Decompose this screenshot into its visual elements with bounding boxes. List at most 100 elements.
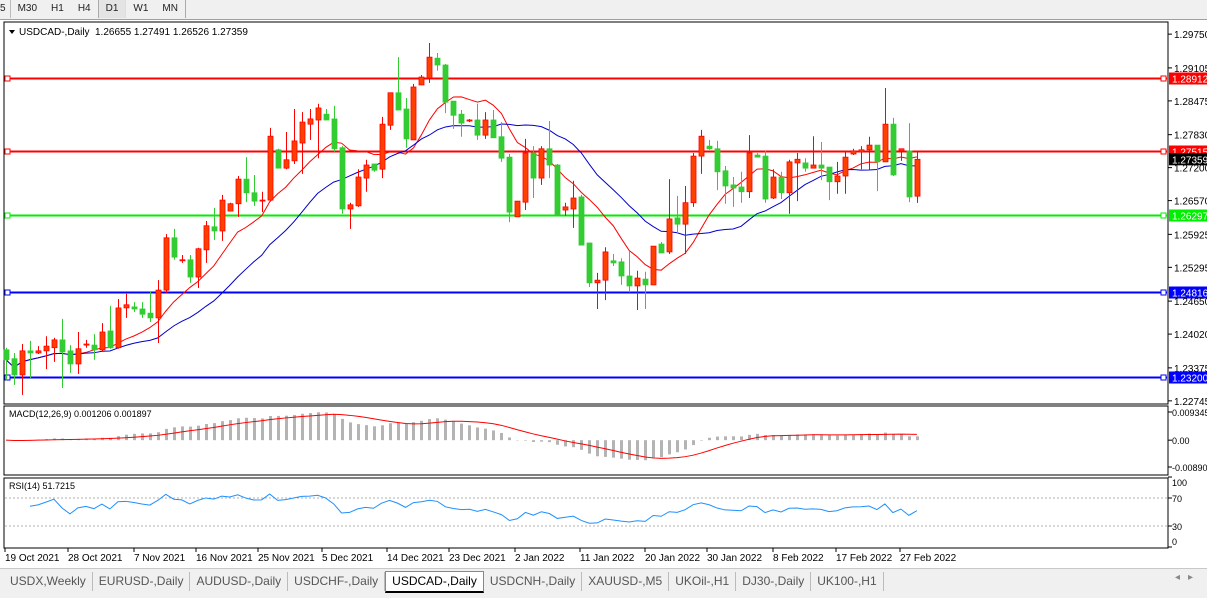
level-handle-right[interactable] bbox=[1160, 289, 1167, 296]
rsi-label: RSI(14) 51.7215 bbox=[9, 481, 75, 491]
chart-tab[interactable]: EURUSD-,Daily bbox=[93, 572, 191, 591]
symbol-label: USDCAD-,Daily bbox=[19, 27, 90, 38]
chart-tab[interactable]: AUDUSD-,Daily bbox=[190, 572, 289, 591]
timeframe-mn[interactable]: MN bbox=[155, 0, 186, 18]
candle-body bbox=[490, 119, 497, 139]
rsi-line bbox=[29, 493, 918, 524]
candle bbox=[602, 247, 609, 301]
candle-body bbox=[291, 140, 298, 162]
candle-body bbox=[714, 148, 721, 173]
candle-body bbox=[810, 164, 817, 169]
price-tick-label: 1.29105 bbox=[1174, 64, 1207, 75]
candle-body bbox=[410, 86, 417, 141]
level-handle-left[interactable] bbox=[4, 148, 11, 155]
candle-body bbox=[498, 136, 505, 159]
scroll-right-icon[interactable]: ▸ bbox=[1187, 572, 1201, 583]
candle-body bbox=[458, 113, 465, 124]
candle-body bbox=[658, 243, 665, 254]
candle bbox=[810, 136, 817, 169]
candle bbox=[722, 166, 729, 204]
chart-tab[interactable]: USDCAD-,Daily bbox=[385, 571, 484, 593]
ohlc-label: 1.26655 1.27491 1.26526 1.27359 bbox=[95, 27, 248, 38]
candle-body bbox=[674, 217, 681, 225]
candle bbox=[850, 148, 857, 156]
candle bbox=[778, 171, 785, 200]
chart-tab[interactable]: UKOil-,H1 bbox=[669, 572, 737, 591]
candle-body bbox=[706, 145, 713, 150]
candle-body bbox=[434, 57, 441, 66]
candle-body bbox=[698, 135, 705, 157]
timeframe-d1[interactable]: D1 bbox=[97, 0, 127, 18]
chart-canvas[interactable]: 1.28912 1.27515 1.26297 1.24816 1.23200 1.29… bbox=[0, 0, 1207, 568]
candle bbox=[99, 323, 106, 352]
candle bbox=[347, 202, 354, 229]
candle-body bbox=[403, 108, 410, 140]
rsi-panel bbox=[3, 477, 1169, 549]
timeframe-m5[interactable]: 5 bbox=[0, 3, 6, 14]
level-handle-right[interactable] bbox=[1160, 374, 1167, 381]
level-handle-right[interactable] bbox=[1160, 212, 1167, 219]
candle bbox=[490, 110, 497, 139]
candle-body bbox=[83, 343, 90, 346]
candle-body bbox=[51, 339, 58, 349]
timeframe-h1[interactable]: H1 bbox=[51, 3, 64, 14]
candle-body bbox=[371, 163, 378, 171]
candle bbox=[610, 254, 617, 267]
candle bbox=[379, 116, 386, 179]
level-handle-left[interactable] bbox=[4, 75, 11, 82]
candle bbox=[578, 194, 585, 246]
level-handle-right[interactable] bbox=[1160, 75, 1167, 82]
level-price-label: 1.26297 bbox=[1172, 212, 1207, 223]
date-tick-label: 20 Jan 2022 bbox=[645, 553, 700, 564]
chart-tab[interactable]: USDCHF-,Daily bbox=[288, 572, 386, 591]
date-tick-label: 23 Dec 2021 bbox=[449, 553, 506, 564]
current-price-label: 1.27359 bbox=[1172, 155, 1207, 166]
candle bbox=[251, 174, 258, 206]
candle bbox=[698, 129, 705, 174]
candle-body bbox=[91, 344, 98, 351]
chart-tab[interactable]: UK100-,H1 bbox=[811, 572, 884, 591]
candle-body bbox=[307, 118, 314, 125]
candle-body bbox=[131, 306, 138, 310]
candle bbox=[187, 255, 194, 283]
candle bbox=[227, 202, 234, 212]
timeframe-h4[interactable]: H4 bbox=[77, 3, 91, 14]
level-handle-right[interactable] bbox=[1160, 148, 1167, 155]
level-handle-left[interactable] bbox=[4, 374, 11, 381]
candle-body bbox=[35, 350, 42, 354]
level-handle-left[interactable] bbox=[4, 289, 11, 296]
rsi-tick-label: 0 bbox=[1172, 537, 1177, 547]
candle bbox=[339, 146, 346, 214]
candle bbox=[666, 179, 673, 255]
candle bbox=[283, 132, 290, 170]
candle bbox=[498, 122, 505, 162]
timeframe-w1[interactable]: W1 bbox=[133, 3, 149, 14]
candle bbox=[730, 177, 737, 207]
date-tick-label: 5 Dec 2021 bbox=[322, 553, 374, 564]
date-tick-label: 25 Nov 2021 bbox=[258, 553, 315, 564]
chart-tab[interactable]: USDCNH-,Daily bbox=[484, 572, 583, 591]
candle bbox=[426, 43, 433, 83]
candle-body bbox=[682, 202, 689, 225]
candle-body bbox=[395, 92, 402, 111]
collapse-triangle-icon[interactable] bbox=[9, 30, 15, 34]
candle-body bbox=[722, 170, 729, 187]
candle-body bbox=[75, 348, 82, 365]
chart-tab[interactable]: USDX,Weekly bbox=[4, 572, 93, 591]
candle bbox=[898, 148, 905, 161]
date-tick-label: 17 Feb 2022 bbox=[836, 553, 893, 564]
candle bbox=[802, 158, 809, 172]
scroll-left-icon[interactable]: ◂ bbox=[1174, 572, 1188, 583]
timeframe-toolbar: 5 M30 H1 H4 D1 W1 MN bbox=[0, 0, 1207, 20]
chart-tab[interactable]: XAUUSD-,M5 bbox=[582, 572, 670, 591]
timeframe-m30[interactable]: M30 bbox=[9, 0, 44, 18]
price-tick-label: 1.25925 bbox=[1174, 230, 1207, 241]
candle bbox=[642, 271, 649, 309]
chart-tab[interactable]: DJ30-,Daily bbox=[736, 572, 812, 591]
level-price-label: 1.24816 bbox=[1172, 289, 1207, 300]
candle-body bbox=[27, 350, 34, 354]
candle-body bbox=[530, 152, 537, 179]
tab-scroll-arrows[interactable]: ◂▸ bbox=[1175, 572, 1201, 583]
level-handle-left[interactable] bbox=[4, 212, 11, 219]
candle-body bbox=[163, 237, 170, 291]
